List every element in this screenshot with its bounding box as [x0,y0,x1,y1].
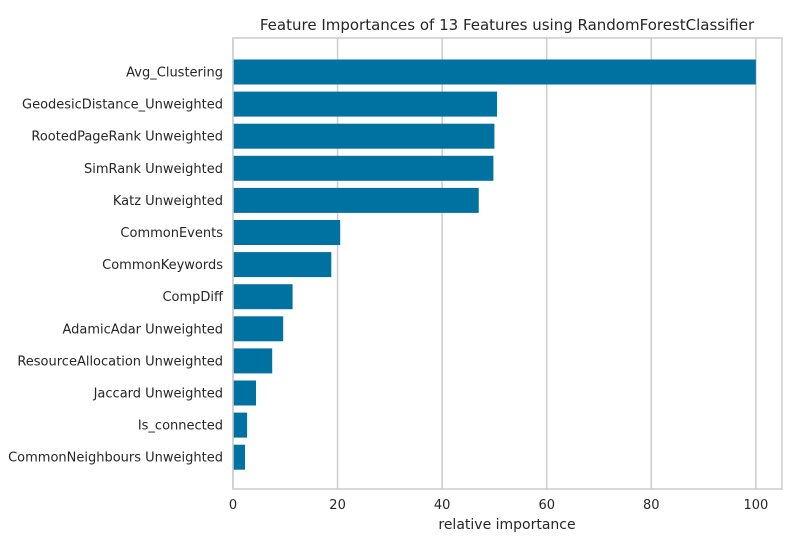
bar [233,316,284,342]
bar [233,123,495,149]
category-label: CommonEvents [120,226,223,241]
bar [233,220,341,245]
bar [233,91,498,117]
bar [233,284,293,310]
x-tick-label: 20 [329,498,346,513]
bar [233,412,248,438]
category-label: GeodesicDistance_Unweighted [22,98,223,113]
x-tick-label: 60 [538,498,555,513]
category-label: RootedPageRank Unweighted [31,130,223,145]
category-label: Is_connected [138,419,223,434]
category-label: Katz Unweighted [113,194,223,209]
category-label: AdamicAdar Unweighted [62,322,223,337]
chart-title: Feature Importances of 13 Features using… [260,16,755,34]
category-label: CommonNeighbours Unweighted [8,451,223,466]
plot-frame [232,37,783,490]
x-tick-label: 80 [643,498,660,513]
bar [233,59,756,85]
x-axis-label: relative importance [438,517,575,533]
bar [233,252,332,278]
category-label: CommonKeywords [102,258,223,273]
x-tick-label: 40 [434,498,451,513]
category-labels: Avg_Clustering GeodesicDistance_Unweighte… [8,66,224,466]
category-label: CompDiff [162,290,224,305]
bar [233,380,257,406]
bar [233,155,494,181]
category-label: Jaccard Unweighted [93,387,223,402]
category-label: SimRank Unweighted [84,162,223,177]
bar [233,348,273,374]
category-label: ResourceAllocation Unweighted [17,354,223,369]
bar [233,444,246,470]
x-tick-label: 100 [743,498,768,513]
x-tick-label: 0 [229,498,237,513]
bar [233,187,479,213]
bar-layer [233,59,756,470]
category-label: Avg_Clustering [126,66,223,81]
x-tick-labels: 0 20 40 60 80 100 [229,498,768,513]
